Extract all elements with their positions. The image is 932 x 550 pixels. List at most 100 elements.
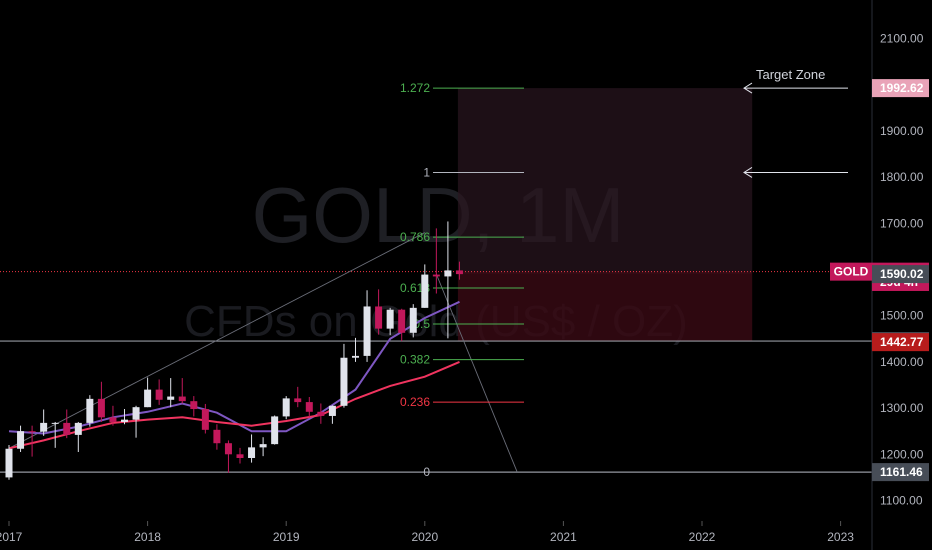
candle (259, 437, 267, 457)
time-tick-label: 2021 (550, 530, 577, 544)
candle-body (409, 307, 417, 333)
candle-body (294, 398, 302, 403)
candle (352, 337, 359, 362)
time-tick-label: 2020 (411, 530, 438, 544)
price-tag-bg (872, 79, 929, 98)
candle-body (109, 417, 117, 422)
price-tag-bg (872, 333, 929, 352)
target-zone-annotation[interactable]: Target Zone (743, 67, 848, 178)
arrow-left-icon (743, 82, 753, 94)
candle (201, 403, 209, 434)
candle-body (248, 447, 256, 458)
moving-average-line (8, 360, 460, 450)
candle (97, 381, 105, 422)
candle (28, 425, 36, 457)
price-tick-label: 1300.00 (880, 401, 924, 415)
candle (444, 221, 452, 339)
candle (51, 421, 59, 448)
fib-level-label: 0.786 (400, 230, 430, 244)
candle-body (132, 407, 140, 420)
price-tag: 1161.46 (872, 463, 929, 482)
candle-body (259, 444, 267, 448)
moving-averages (8, 300, 460, 450)
candle-body (144, 389, 152, 408)
fib-level-label: 0.5 (413, 317, 430, 331)
candle (305, 397, 313, 418)
candle-body (155, 389, 163, 400)
candle-body (398, 309, 406, 333)
candle (409, 304, 417, 338)
candle-body (236, 454, 244, 458)
candle (236, 447, 244, 464)
target-zone-box (457, 88, 753, 275)
candle-body (213, 429, 221, 444)
candle-body (17, 431, 25, 449)
price-tag-bg (872, 265, 929, 284)
candle (144, 377, 152, 408)
candle (317, 403, 325, 424)
candle-body (432, 274, 440, 277)
price-tag-label: 1992.62 (880, 81, 924, 95)
candle-body (190, 401, 198, 410)
candle-body (317, 411, 325, 416)
candle (167, 378, 175, 408)
candle-body (363, 306, 371, 356)
fib-level-label: 0.236 (400, 395, 430, 409)
candle-body (63, 422, 71, 435)
candle-body (352, 355, 359, 358)
fib-level-label: 1 (423, 165, 430, 179)
candle (375, 289, 383, 335)
candle (328, 405, 336, 424)
price-tag: 1590.02 (872, 265, 929, 284)
candle-body (305, 402, 313, 412)
candle-body (455, 270, 463, 275)
price-tags: 1992.62GOLD1595.3529d 4h1590.021445.1214… (830, 79, 929, 482)
moving-average-line (8, 300, 460, 435)
position-boxes (457, 88, 753, 342)
fib-level-label: 0.382 (400, 353, 430, 367)
price-tag-bg (872, 463, 929, 482)
symbol-tag-bg (830, 262, 872, 281)
candle-body (444, 270, 452, 277)
candle (190, 396, 198, 417)
candle (109, 405, 117, 426)
candle (155, 379, 163, 405)
price-tag: 1992.62 (872, 79, 929, 98)
price-tick-label: 1400.00 (880, 355, 924, 369)
candle (40, 409, 48, 436)
time-axis[interactable]: 2017 2018 2019 2020 2021 2022 2023 (0, 521, 854, 544)
candle-body (74, 422, 82, 435)
candle (432, 228, 440, 294)
candle (455, 261, 463, 280)
time-tick-label: 2019 (273, 530, 300, 544)
candle-body (375, 306, 383, 329)
trend-line (8, 232, 426, 449)
symbol-tag-label: GOLD (834, 265, 869, 279)
candle (386, 307, 394, 336)
candle-body (340, 357, 348, 406)
candle (282, 396, 290, 420)
candle-body (271, 416, 279, 445)
fib-level-label: 1.272 (400, 81, 430, 95)
fib-level-label: 0 (423, 465, 430, 479)
time-tick-label: 2018 (134, 530, 161, 544)
candle-body (224, 443, 232, 455)
candle-body (167, 396, 175, 400)
time-tick-label: 2022 (689, 530, 716, 544)
price-tick-label: 1200.00 (880, 447, 924, 461)
candle-body (201, 409, 209, 430)
candle (398, 308, 406, 342)
candle (17, 425, 25, 452)
price-tick-label: 1100.00 (880, 494, 923, 508)
candle (178, 378, 186, 404)
price-tag-label: 1590.02 (880, 267, 924, 281)
candle-body (28, 431, 36, 433)
candle-body (51, 422, 59, 424)
price-tick-label: 1500.00 (880, 309, 924, 323)
candle (74, 421, 82, 452)
time-tick-label: 2017 (0, 530, 23, 544)
candle-body (97, 398, 105, 418)
price-tick-label: 1900.00 (880, 124, 924, 138)
candle (421, 264, 429, 308)
